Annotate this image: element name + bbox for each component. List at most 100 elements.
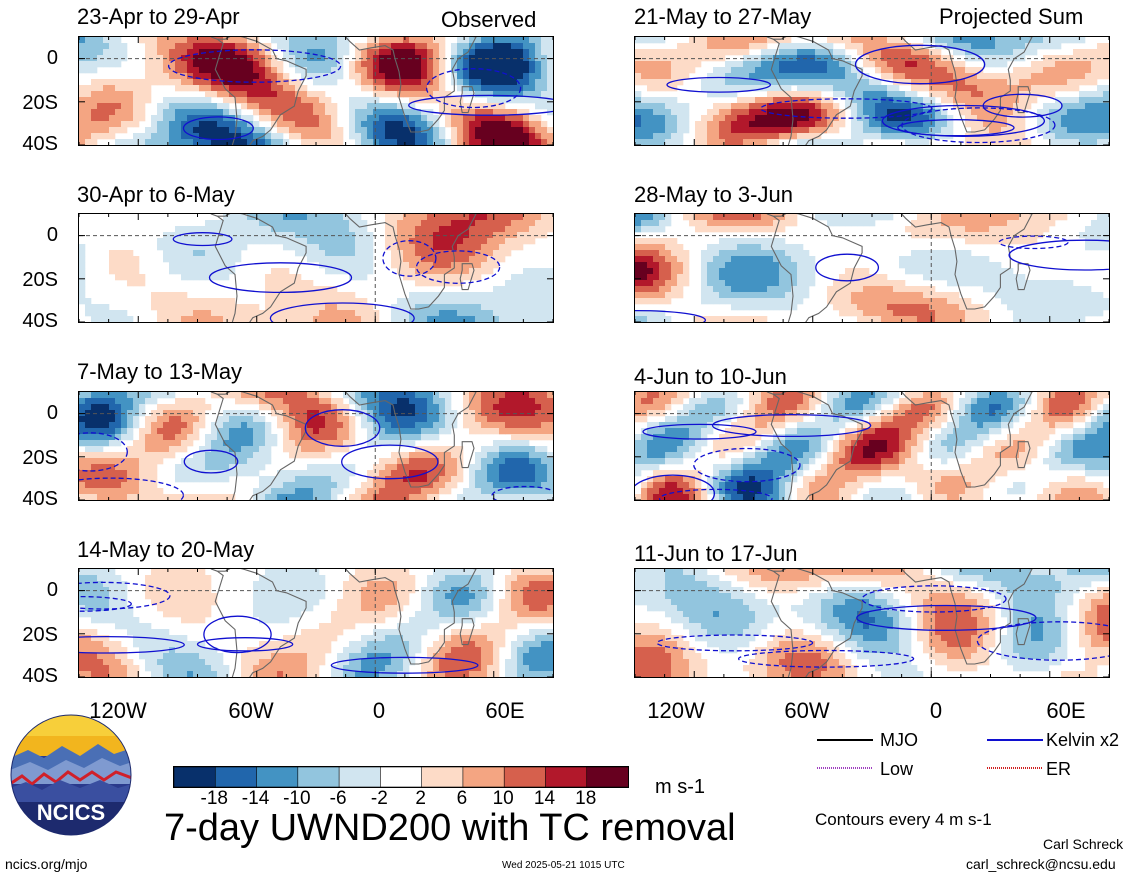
tick-marks xyxy=(635,569,1109,677)
y-tick-0: 0 xyxy=(46,579,58,601)
africa-coastline xyxy=(344,392,477,488)
colorbar-label: 14 xyxy=(533,788,556,809)
south-america-coastline xyxy=(214,392,307,500)
kelvin-contour xyxy=(79,432,128,472)
south-america-coastline xyxy=(770,37,863,145)
anomaly-field xyxy=(635,214,1109,322)
madagascar-coastline xyxy=(459,441,475,469)
legend-label-er: ER xyxy=(1046,759,1072,779)
colorbar-label: 6 xyxy=(456,788,468,809)
central-america-coastline xyxy=(210,569,218,572)
colorbar-label: 10 xyxy=(492,788,514,809)
colorbar-swatch xyxy=(338,766,382,788)
colorbar-label: 18 xyxy=(575,788,597,809)
kelvin-contour xyxy=(79,595,132,612)
kelvin-contour xyxy=(854,44,986,85)
map-canvas xyxy=(79,392,553,500)
kelvin-contour xyxy=(79,635,185,654)
africa-coastline xyxy=(344,214,477,310)
kelvin-contour xyxy=(79,581,171,610)
kelvin-contour xyxy=(998,235,1069,250)
panel-title-1: 23-Apr to 29-Apr xyxy=(77,4,240,29)
kelvin-contour xyxy=(79,477,185,500)
kelvin-contour xyxy=(382,240,437,277)
central-america-coastline xyxy=(766,392,774,395)
africa-coastline xyxy=(900,214,1033,310)
kelvin-contour xyxy=(760,98,933,119)
madagascar-coastline xyxy=(459,263,475,291)
footer-timestamp: Wed 2025-05-21 1015 UTC xyxy=(502,860,625,871)
central-america-coastline xyxy=(766,37,774,40)
map-panel-8 xyxy=(634,568,1110,678)
tick-marks xyxy=(635,392,1109,500)
x-tick-0: 0 xyxy=(929,698,943,723)
footer-url: ncics.org/mjo xyxy=(5,856,88,872)
map-canvas xyxy=(635,392,1109,500)
contour-note: Contours every 4 m s-1 xyxy=(815,810,992,829)
kelvin-contour xyxy=(881,104,1046,137)
kelvin-contour xyxy=(408,94,553,116)
footer-email: carl_schreck@ncsu.edu xyxy=(966,856,1116,872)
south-america-coastline xyxy=(214,569,307,677)
south-america-coastline xyxy=(770,569,863,677)
logo-text: NCICS xyxy=(37,800,105,825)
colorbar-swatch xyxy=(173,766,217,788)
colorbar-swatch xyxy=(214,766,258,788)
kelvin-contour xyxy=(182,116,254,141)
south-america-coastline xyxy=(770,392,863,500)
madagascar-coastline xyxy=(1015,263,1031,291)
madagascar-coastline xyxy=(1015,441,1031,469)
observed-label: Observed xyxy=(441,7,537,32)
colorbar-units: m s-1 xyxy=(655,776,705,798)
x-tick-60w: 60W xyxy=(228,698,274,723)
kelvin-contour xyxy=(304,409,381,447)
colorbar-label: -10 xyxy=(283,788,311,809)
map-canvas xyxy=(79,569,553,677)
colorbar-swatch xyxy=(462,766,505,788)
y-tick-0: 0 xyxy=(46,224,58,246)
kelvin-contour xyxy=(658,488,773,500)
kelvin-contour xyxy=(415,250,501,284)
x-tick-0: 0 xyxy=(372,698,386,723)
x-tick-120w: 120W xyxy=(89,698,147,723)
anomaly-field xyxy=(79,569,553,677)
madagascar-coastline xyxy=(1015,618,1031,646)
central-america-coastline xyxy=(210,37,218,40)
kelvin-contour xyxy=(656,634,814,652)
x-tick-60e: 60E xyxy=(1046,698,1086,723)
kelvin-contour xyxy=(425,68,522,109)
anomaly-field xyxy=(79,392,553,500)
y-tick-40s: 40S xyxy=(22,133,58,155)
kelvin-contour xyxy=(172,232,233,247)
kelvin-contour xyxy=(341,444,439,480)
colorbar-label: -14 xyxy=(241,788,270,809)
kelvin-contour xyxy=(693,447,801,483)
legend-label-mjo: MJO xyxy=(880,730,918,750)
kelvin-contour xyxy=(330,656,479,674)
kelvin-contour xyxy=(1008,239,1109,271)
kelvin-contour xyxy=(976,621,1109,661)
africa-coastline xyxy=(900,569,1033,665)
y-tick-0: 0 xyxy=(46,47,58,69)
colorbar-swatch xyxy=(503,766,547,788)
colorbar-label: -18 xyxy=(200,788,228,809)
madagascar-coastline xyxy=(1015,86,1031,114)
kelvin-contour xyxy=(666,76,772,93)
anomaly-field xyxy=(79,37,553,145)
kelvin-contour xyxy=(642,423,757,440)
central-america-coastline xyxy=(210,214,218,217)
kelvin-contour xyxy=(183,449,239,474)
map-panel-7 xyxy=(634,391,1110,501)
anomaly-field xyxy=(635,392,1109,500)
panel-title-5: 21-May to 27-May xyxy=(634,4,812,29)
map-canvas xyxy=(79,214,553,322)
panel-title-3: 7-May to 13-May xyxy=(77,359,243,384)
kelvin-contour xyxy=(491,485,553,500)
y-tick-20s: 20S xyxy=(22,624,58,646)
main-title: 7-day UWND200 with TC removal xyxy=(164,807,736,849)
africa-coastline xyxy=(900,392,1033,488)
central-america-coastline xyxy=(766,214,774,217)
x-tick-60w: 60W xyxy=(784,698,830,723)
y-tick-40s: 40S xyxy=(22,665,58,687)
colorbar-swatch xyxy=(297,766,340,788)
